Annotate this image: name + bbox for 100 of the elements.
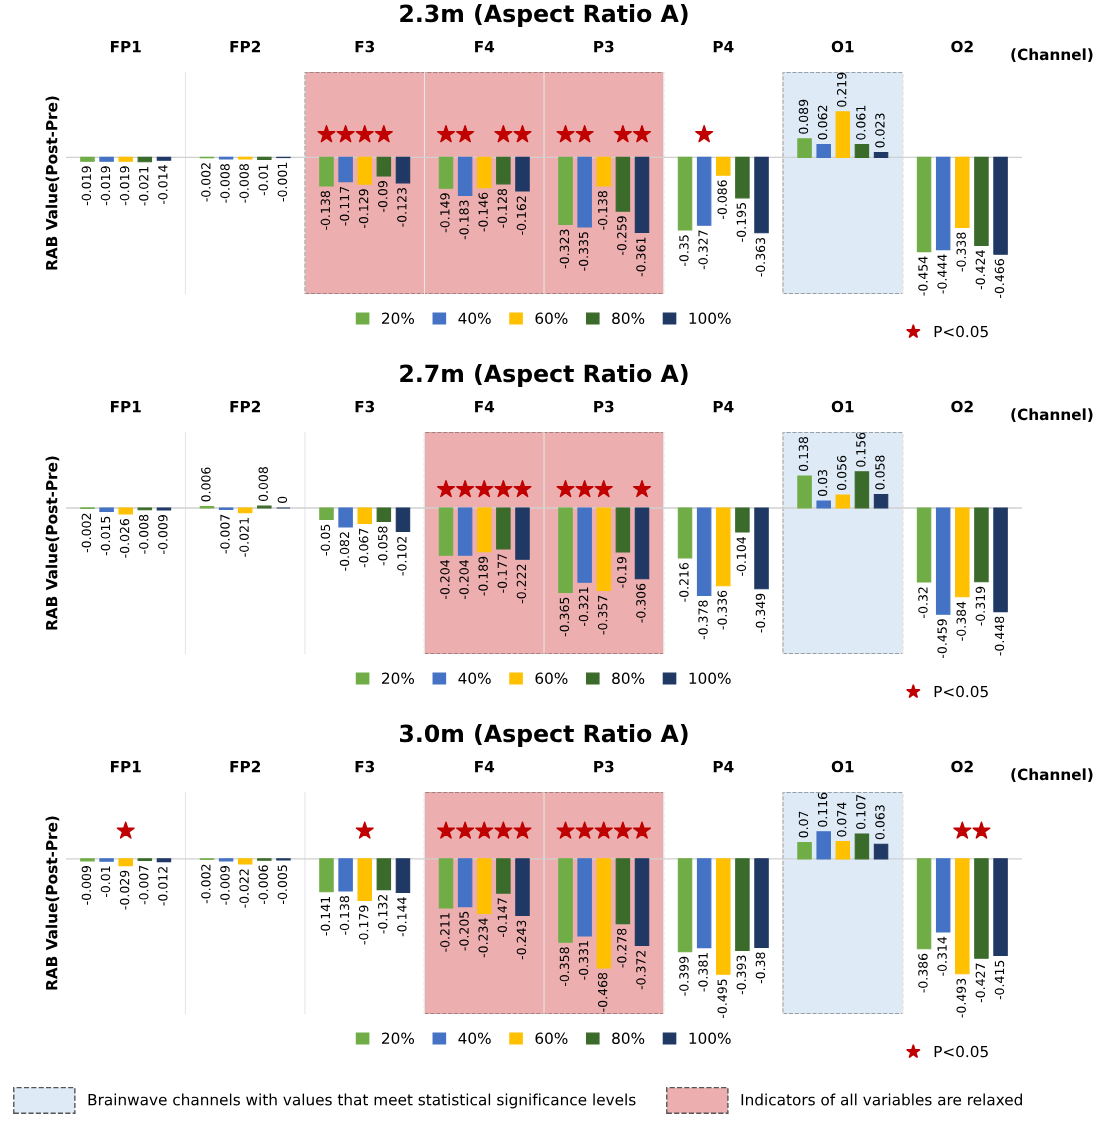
data-label: -0.338	[956, 232, 966, 272]
bar	[716, 156, 731, 176]
data-label: -0.002	[201, 163, 211, 202]
data-label: -0.327	[698, 230, 708, 270]
x-tick-label: P3	[594, 760, 614, 773]
x-tick-label: O1	[831, 40, 854, 53]
data-label: -0.149	[440, 193, 450, 233]
data-label: -0.012	[158, 867, 168, 906]
data-label: -0.495	[717, 979, 727, 1018]
data-label: -0.204	[459, 560, 469, 599]
bar	[496, 858, 511, 894]
data-label: 0.062	[817, 105, 828, 140]
x-tick-label: O2	[951, 760, 973, 773]
data-label: -0.259	[617, 216, 627, 255]
data-label: -0.372	[636, 950, 646, 990]
bar	[515, 507, 530, 560]
data-label: -0.022	[239, 869, 249, 908]
data-label: -0.211	[440, 913, 450, 952]
bar	[457, 156, 473, 196]
x-tick-label: O2	[951, 400, 973, 413]
bar	[677, 507, 693, 559]
data-label: 0.063	[875, 805, 885, 840]
x-tick-label: FP1	[110, 761, 141, 773]
bar	[319, 156, 334, 187]
data-label: -0.493	[956, 978, 966, 1018]
bar	[596, 858, 612, 969]
bar	[634, 507, 650, 580]
bar	[696, 507, 712, 596]
bar	[338, 507, 353, 528]
data-label: 0.074	[836, 802, 847, 837]
data-label: -0.321	[578, 587, 589, 627]
legend-label: 40%	[458, 672, 491, 685]
bar	[395, 156, 411, 184]
bar	[754, 507, 769, 590]
data-label: -0.021	[138, 167, 149, 206]
bar	[156, 858, 172, 863]
bar	[257, 156, 272, 160]
chart-title: 3.0m (Aspect Ratio A)	[399, 724, 688, 747]
x-tick-label: P4	[713, 401, 734, 413]
legend-label: 100%	[689, 1032, 731, 1045]
data-label: -0.015	[100, 516, 111, 556]
bar	[357, 156, 372, 185]
data-label: -0.104	[736, 536, 747, 576]
data-label: -0.019	[119, 166, 130, 206]
bar	[873, 493, 889, 509]
data-label: -0.222	[516, 564, 527, 604]
legend-label: 60%	[535, 312, 568, 325]
data-label: -0.067	[358, 528, 369, 568]
data-label: -0.007	[220, 514, 230, 554]
bar	[515, 858, 530, 917]
bar	[696, 156, 712, 226]
bar	[319, 507, 334, 521]
x-tick-label: P4	[713, 761, 734, 773]
x-tick-label: F3	[355, 400, 375, 413]
bar	[476, 156, 492, 189]
bar	[137, 156, 153, 163]
bar	[395, 507, 411, 533]
data-label: -0.335	[578, 232, 589, 271]
bar	[854, 144, 870, 158]
data-label: -0.243	[516, 920, 527, 960]
bar	[835, 841, 851, 860]
bar	[357, 507, 372, 525]
data-label: -0.138	[339, 896, 350, 935]
bar	[615, 507, 631, 553]
data-label: -0.38	[755, 952, 766, 984]
data-label: -0.459	[937, 619, 947, 658]
data-label: -0.002	[201, 864, 211, 904]
bar	[457, 858, 473, 908]
legend-label: 80%	[612, 672, 645, 685]
data-label: -0.019	[81, 166, 92, 206]
bar	[916, 858, 932, 950]
x-tick-label: F4	[475, 41, 495, 53]
data-label: -0.466	[994, 259, 1005, 298]
data-label: -0.146	[478, 192, 488, 232]
data-label: -0.138	[597, 191, 608, 230]
bar	[935, 507, 951, 615]
bar	[438, 507, 454, 556]
legend-label: 40%	[458, 312, 491, 325]
data-label: 0.03	[817, 470, 828, 497]
bar	[797, 842, 812, 860]
bar	[558, 156, 573, 226]
data-label: -0.144	[397, 897, 407, 937]
data-label: 0.008	[258, 467, 268, 502]
bar	[438, 156, 454, 189]
bar	[596, 507, 612, 592]
data-label: -0.05	[320, 524, 331, 556]
bar	[395, 858, 411, 893]
bar	[577, 507, 592, 583]
bar	[596, 156, 612, 187]
bar	[558, 507, 573, 593]
legend-label: 60%	[535, 672, 568, 685]
data-label: -0.365	[559, 597, 570, 637]
data-label: -0.278	[617, 928, 627, 968]
data-label: -0.058	[378, 526, 388, 566]
data-label: -0.009	[220, 866, 230, 905]
chart-title: 2.7m (Aspect Ratio A)	[400, 364, 688, 387]
y-axis-title: RAB Value(Post-Pre)	[45, 96, 60, 270]
data-label: -0.448	[994, 616, 1005, 656]
bar	[319, 858, 334, 893]
legend-label: 20%	[382, 672, 415, 685]
